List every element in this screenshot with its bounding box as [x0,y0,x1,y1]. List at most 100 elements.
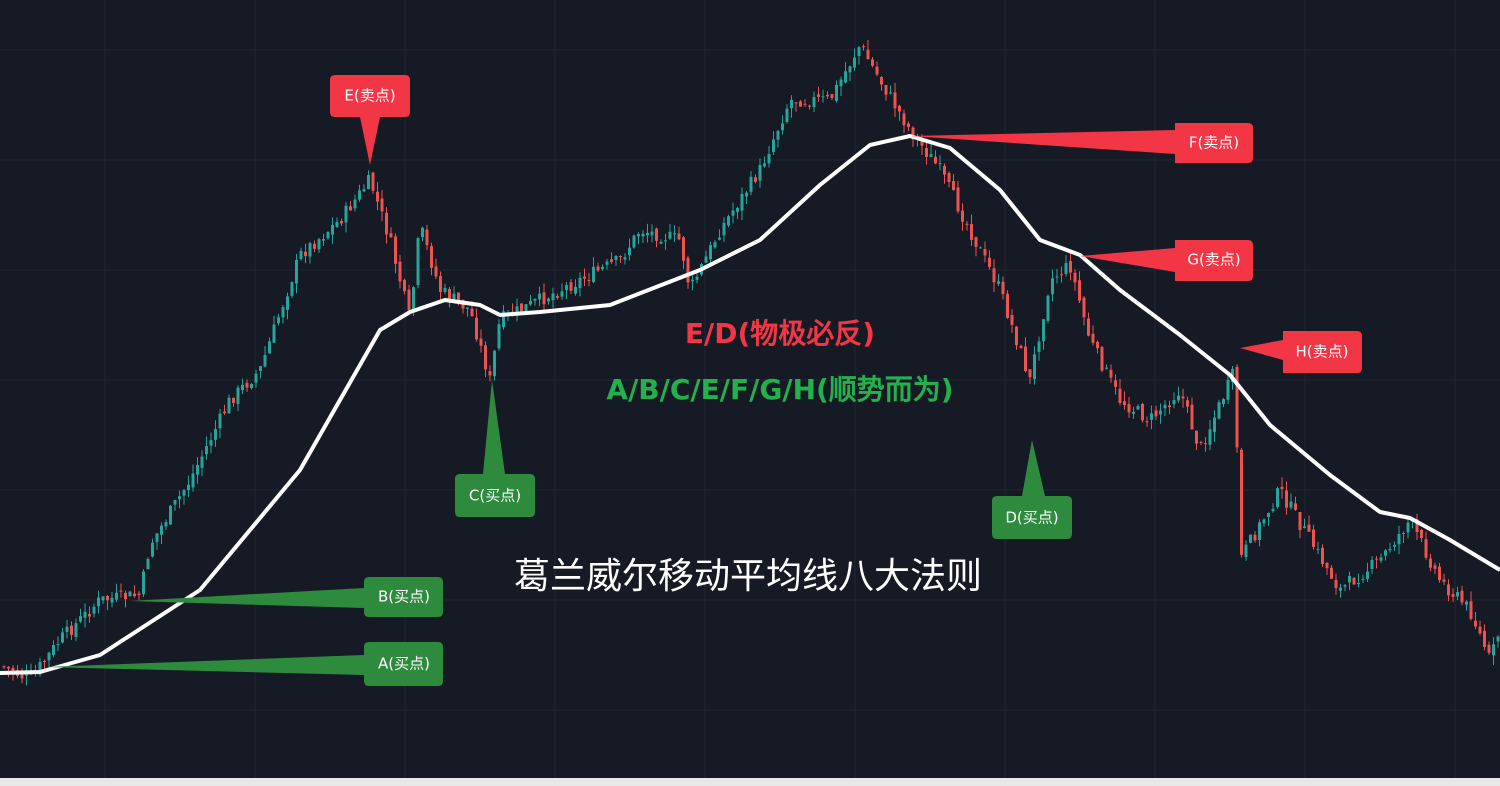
candle-body [425,229,429,246]
candle-body [1429,558,1432,568]
candle-body [1496,636,1500,642]
candle-body [880,77,883,85]
candle-body [862,46,865,48]
candle-body [1258,522,1261,540]
candle-body [317,239,321,250]
candle-body [592,266,595,282]
candle-body [1249,534,1252,543]
candle-body [1114,380,1117,387]
callout-e: E(卖点) [330,75,410,165]
callout-label: E(卖点) [344,87,395,105]
candle-body [943,165,946,175]
callout-h: H(卖点) [1240,331,1362,373]
candle-body [1208,429,1212,445]
candle-body [56,644,60,646]
candle-body [1393,544,1396,547]
candle-body [457,292,460,301]
candle-body [736,207,739,212]
candle-body [1474,620,1477,627]
candle-body [502,311,505,328]
candle-body [403,279,406,292]
callout-g: G(卖点) [1080,240,1253,281]
candle-body [1289,501,1293,508]
candle-body [992,268,996,283]
candle-body [1388,548,1392,551]
candle-body [47,652,51,661]
candle-body [479,338,483,346]
candle-body [475,317,478,340]
candle-body [970,224,973,240]
candle-body [812,97,816,108]
candle-body [1028,369,1032,378]
candle-body [245,382,249,388]
candle-body [889,92,892,94]
candle-body [1469,601,1473,619]
candle-body [641,233,645,237]
candle-body [232,397,235,403]
candle-body [628,247,631,256]
candle-body [808,105,811,107]
callout-label: B(买点) [378,588,430,606]
candle-body [209,440,213,446]
candle-body [1271,508,1275,512]
candle-body [875,66,879,75]
candle-body [925,148,928,157]
candle-body [1487,644,1491,653]
candle-body [241,384,244,391]
candle-body [1015,326,1018,346]
candle-body [767,153,771,164]
candle-body [799,101,802,107]
candle-body [268,341,271,354]
candle-body [515,306,519,313]
callout-d: D(买点) [992,440,1072,539]
candle-body [817,94,820,97]
candle-body [79,616,82,622]
candle-body [52,645,55,655]
candle-body [1438,566,1441,581]
candle-body [1294,503,1297,510]
candle-body [952,181,955,191]
candle-body [1010,315,1014,325]
candle-body [371,172,375,191]
candle-body [1424,539,1428,558]
candle-body [1361,578,1365,580]
candle-body [560,291,564,297]
candle-body [650,231,654,236]
candle-body [430,246,433,268]
candle-body [398,261,402,282]
candle-body [1316,548,1320,550]
candle-body [308,243,312,257]
candle-body [416,238,420,286]
candle-body [164,522,168,527]
candle-body [637,234,640,237]
callout-label: C(买点) [469,487,521,505]
candle-body [664,240,667,242]
title: 葛兰威尔移动平均线八大法则 [514,556,982,597]
candle-body [2,666,6,668]
candle-body [151,542,154,557]
candle-body [1406,522,1410,533]
callout-label: A(买点) [378,655,430,673]
candle-body [286,296,289,310]
candle-body [1118,388,1122,403]
candle-body [1168,405,1171,408]
candle-body [866,49,870,60]
candle-body [920,139,924,146]
candle-body [160,525,163,535]
candle-body [1447,584,1450,596]
candle-body [1343,585,1347,587]
candle-body [794,102,798,104]
candle-body [686,257,690,283]
candle-body [1253,534,1257,541]
candle-body [97,597,100,607]
candle-body [538,293,541,300]
candle-body [304,251,307,257]
candle-body [196,464,199,475]
candle-body [344,205,348,223]
candle-body [1186,400,1189,407]
candle-body [434,266,438,277]
candle-body [677,233,681,240]
candle-body [497,324,501,349]
candle-body [236,387,240,404]
